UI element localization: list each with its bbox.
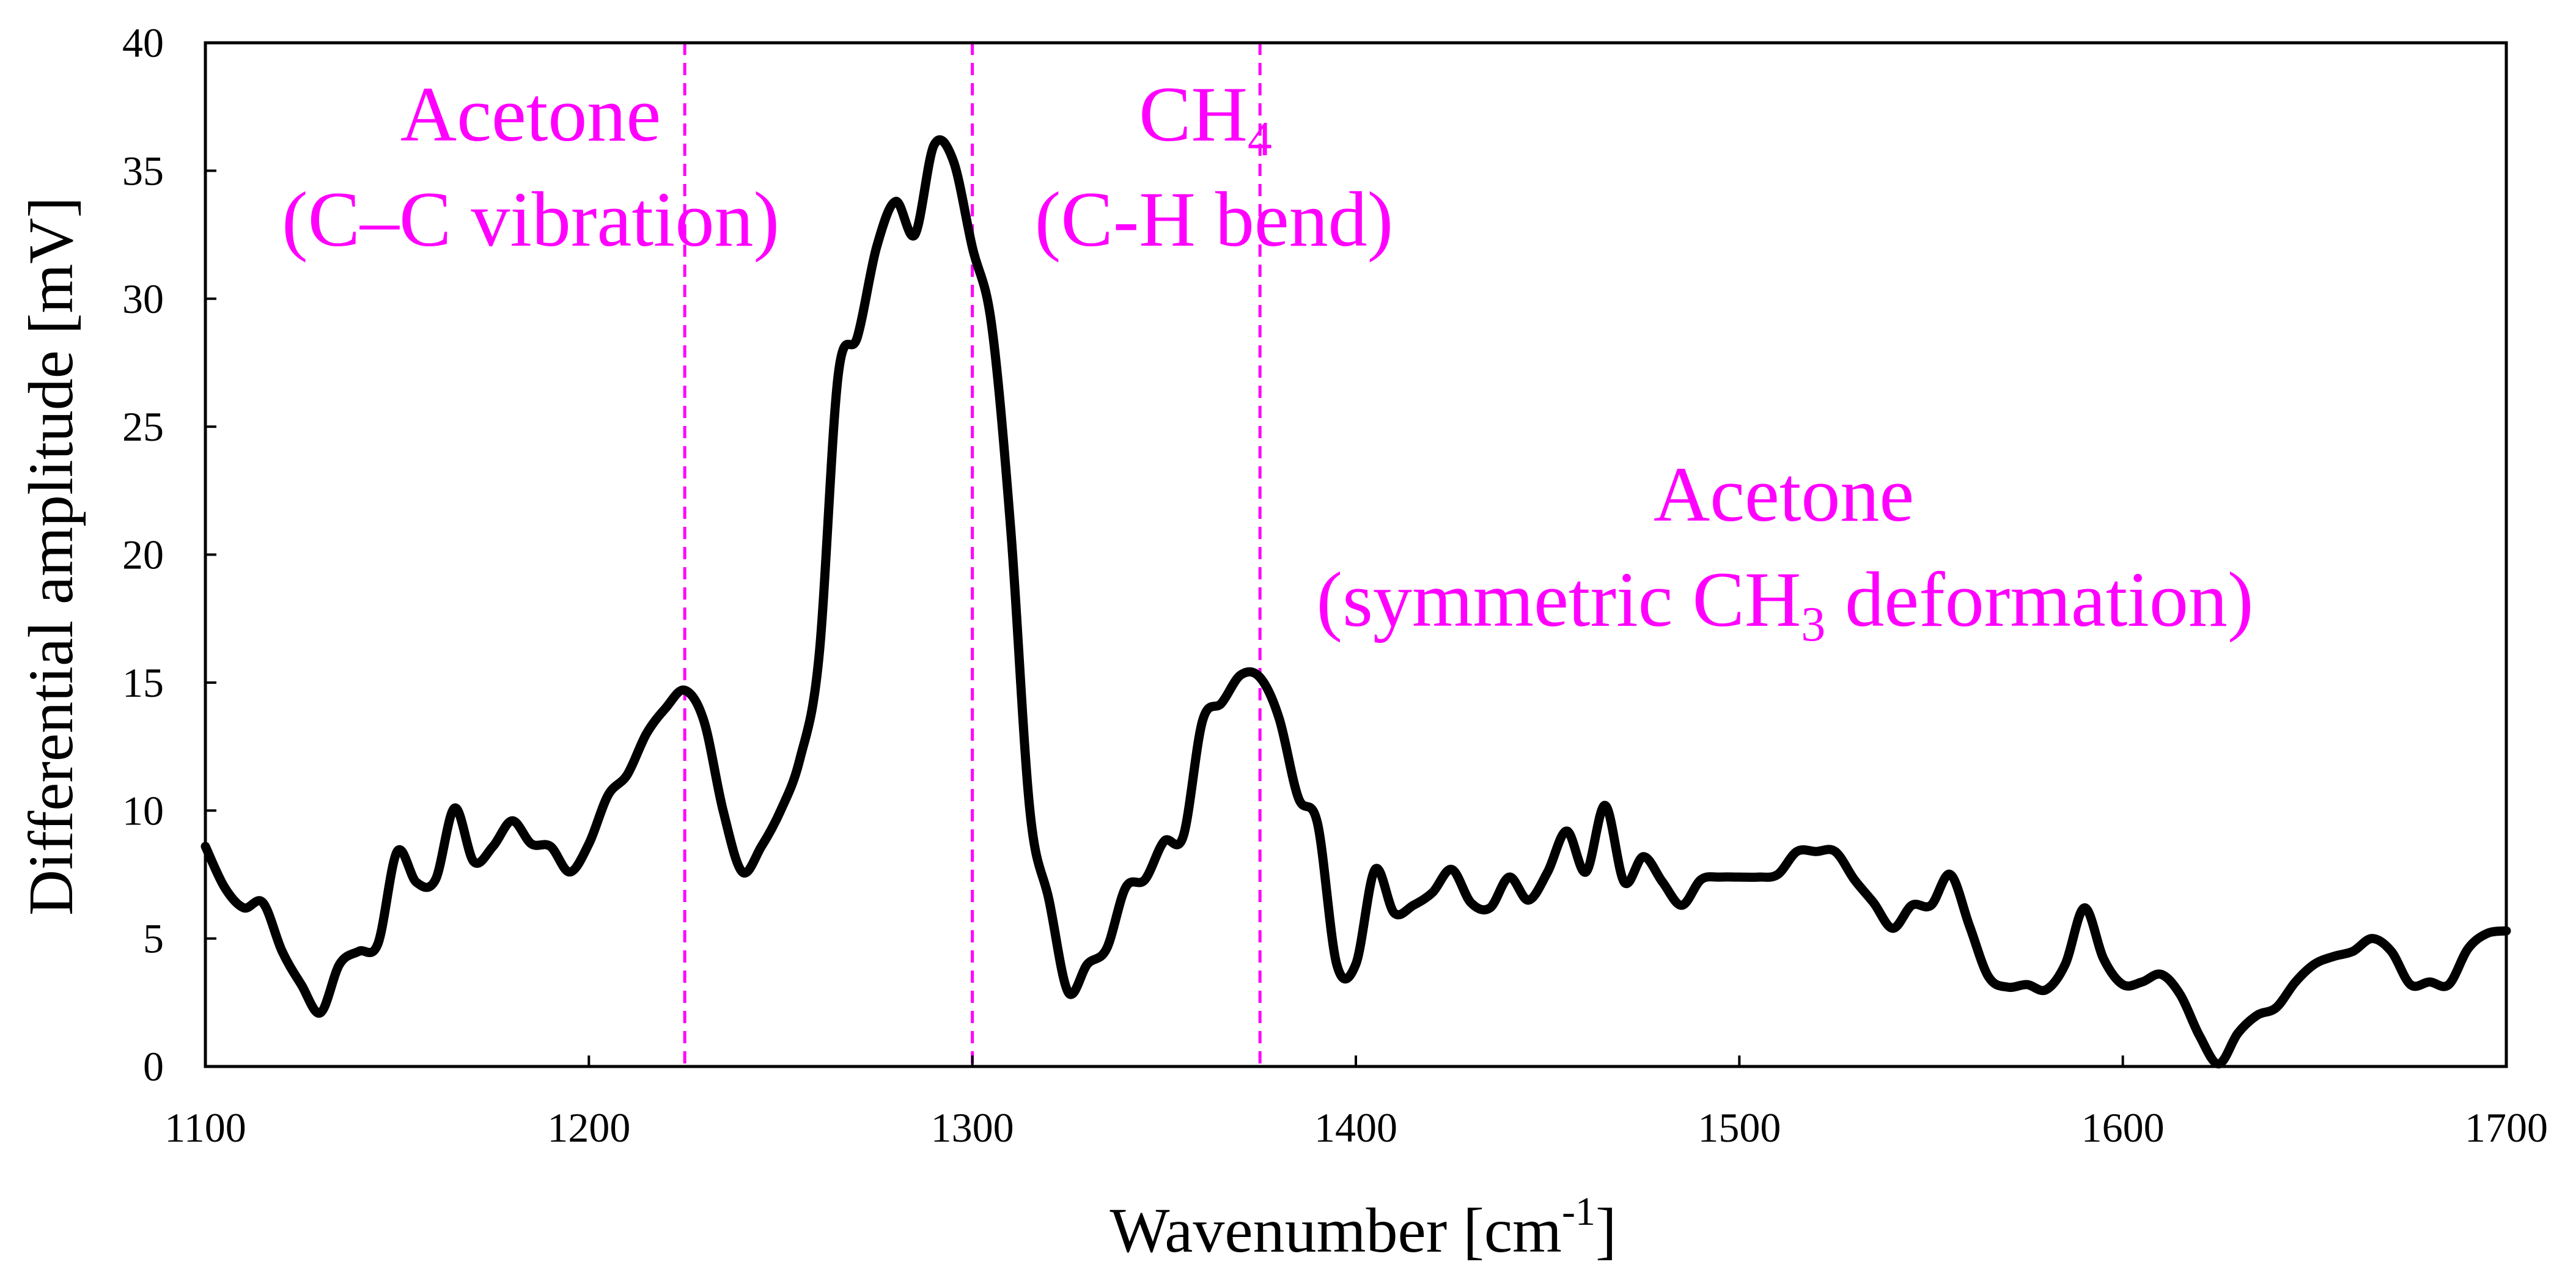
annotation-ch4-line2: (C-H bend) [1035, 176, 1394, 263]
annotation-ch3-a: (symmetric CH [1317, 556, 1801, 643]
x-tick-label-1200: 1200 [547, 1104, 630, 1151]
y-tick-labels: 0 5 10 15 20 25 30 35 40 [122, 20, 164, 1090]
y-tick-label-10: 10 [122, 787, 164, 834]
x-axis-title-end: ] [1595, 1195, 1617, 1266]
y-tick-label-15: 15 [122, 659, 164, 706]
annotation-ch4-sub: 4 [1248, 112, 1272, 166]
y-tick-label-5: 5 [143, 916, 164, 962]
x-tick-labels: 1100 1200 1300 1400 1500 1600 1700 [164, 1104, 2548, 1151]
annotation-ch4-line1: CH4 [1139, 71, 1272, 166]
reference-lines [683, 43, 1262, 1066]
annotation-acetone-ch3-line1: Acetone [1654, 451, 1914, 538]
annotation-ch3-b: deformation) [1825, 556, 2253, 643]
annotations: Acetone (C–C vibration) CH4 (C-H bend) A… [282, 71, 2254, 652]
y-tick-label-25: 25 [122, 403, 164, 450]
x-tick-label-1400: 1400 [1314, 1104, 1397, 1151]
x-axis-title-main: Wavenumber [cm [1110, 1195, 1562, 1266]
y-tick-label-35: 35 [122, 147, 164, 194]
x-tick-label-1600: 1600 [2081, 1104, 2165, 1151]
y-tick-label-20: 20 [122, 532, 164, 578]
x-axis-title: Wavenumber [cm-1] [1110, 1189, 1616, 1266]
x-tick-label-1300: 1300 [931, 1104, 1014, 1151]
annotation-ch3-sub: 3 [1801, 598, 1825, 652]
x-tick-label-1500: 1500 [1698, 1104, 1781, 1151]
y-tick-label-0: 0 [143, 1043, 164, 1090]
series-line-0 [201, 135, 2511, 1069]
x-axis-title-sup: -1 [1562, 1189, 1595, 1234]
y-tick-label-30: 30 [122, 276, 164, 322]
annotation-acetone-cc-line2: (C–C vibration) [282, 176, 779, 263]
series-layer [201, 135, 2511, 1069]
annotation-acetone-cc-line1: Acetone [400, 71, 661, 158]
annotation-ch4-ch: CH [1139, 71, 1248, 158]
x-tick-label-1700: 1700 [2465, 1104, 2548, 1151]
x-tick-label-1100: 1100 [164, 1104, 246, 1151]
annotation-acetone-ch3-line2: (symmetric CH3 deformation) [1317, 556, 2254, 652]
y-axis-title: Differential amplitude [mV] [16, 197, 86, 916]
axis-ticks [204, 42, 2508, 1068]
y-tick-label-40: 40 [122, 20, 164, 66]
